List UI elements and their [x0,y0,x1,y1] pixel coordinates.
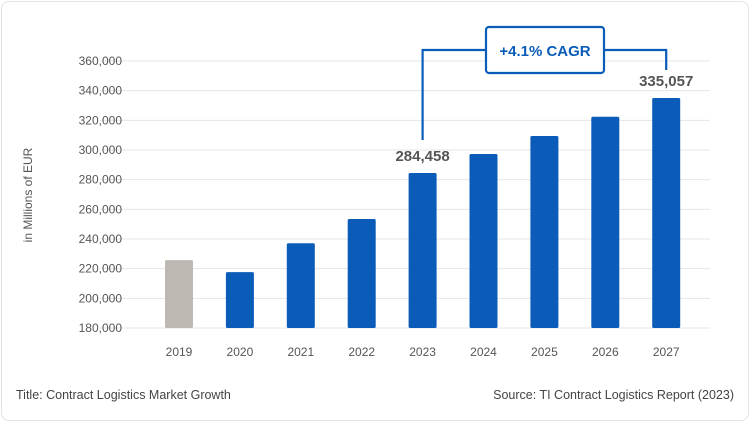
chart-source: Source: TI Contract Logistics Report (20… [493,388,734,402]
y-tick-label: 240,000 [79,232,123,246]
bar-2021 [286,243,315,328]
x-tick-label: 2025 [531,345,558,359]
cagr-label: +4.1% CAGR [499,43,590,60]
cagr-box [484,25,606,75]
x-tick-label: 2021 [287,345,314,359]
data-label-2027: 335,057 [639,73,693,90]
bar-2022 [347,218,376,328]
bar-2024 [469,154,498,328]
chart-title: Title: Contract Logistics Market Growth [16,388,231,402]
y-tick-label: 360,000 [79,54,123,68]
y-tick-label: 200,000 [79,291,123,305]
y-tick-label: 280,000 [79,173,123,187]
x-tick-label: 2026 [592,345,619,359]
bar-2025 [530,136,559,328]
x-tick-label: 2023 [409,345,436,359]
x-tick-label: 2027 [653,345,680,359]
cagr-bracket-right [604,48,668,70]
bar-2027 [652,97,681,329]
y-tick-label: 300,000 [79,143,123,157]
bar-2020 [225,272,254,328]
x-tick-label: 2022 [348,345,375,359]
data-label-2023: 284,458 [395,148,449,165]
y-tick-label: 260,000 [79,202,123,216]
y-tick-label: 320,000 [79,113,123,127]
bar-2026 [591,116,620,328]
x-tick-label: 2020 [227,345,254,359]
y-tick-label: 180,000 [79,321,123,335]
bar-2019 [165,260,193,328]
x-tick-label: 2019 [166,345,193,359]
cagr-bracket-left [421,48,486,140]
y-tick-label: 220,000 [79,262,123,276]
y-tick-label: 340,000 [79,84,123,98]
bar-2023 [408,173,437,328]
y-axis-label: in Millions of EUR [21,147,35,242]
x-tick-label: 2024 [470,345,497,359]
